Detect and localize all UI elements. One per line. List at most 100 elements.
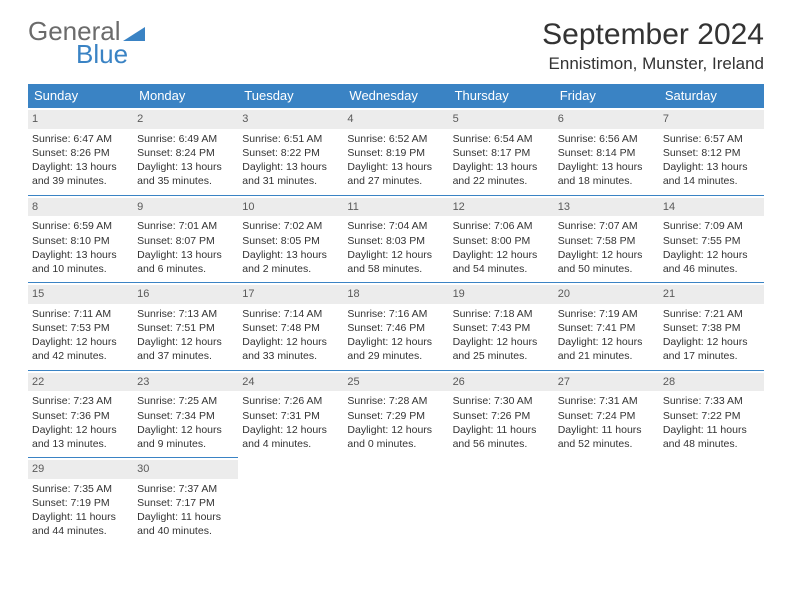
calendar-cell: 5Sunrise: 6:54 AMSunset: 8:17 PMDaylight…: [449, 107, 554, 195]
calendar-cell: 27Sunrise: 7:31 AMSunset: 7:24 PMDayligh…: [554, 370, 659, 458]
calendar-cell: 12Sunrise: 7:06 AMSunset: 8:00 PMDayligh…: [449, 195, 554, 283]
daylight-line1: Daylight: 12 hours: [137, 423, 234, 437]
sunrise-text: Sunrise: 6:59 AM: [32, 219, 129, 233]
sunrise-text: Sunrise: 6:57 AM: [663, 132, 760, 146]
sunset-text: Sunset: 8:19 PM: [347, 146, 444, 160]
calendar-cell: 16Sunrise: 7:13 AMSunset: 7:51 PMDayligh…: [133, 282, 238, 370]
daylight-line1: Daylight: 11 hours: [453, 423, 550, 437]
daylight-line1: Daylight: 13 hours: [137, 160, 234, 174]
sunrise-text: Sunrise: 7:13 AM: [137, 307, 234, 321]
daylight-line1: Daylight: 12 hours: [558, 335, 655, 349]
sunset-text: Sunset: 7:46 PM: [347, 321, 444, 335]
sunset-text: Sunset: 7:58 PM: [558, 234, 655, 248]
day-number: 22: [28, 373, 133, 392]
sunrise-text: Sunrise: 7:06 AM: [453, 219, 550, 233]
daylight-line1: Daylight: 12 hours: [32, 335, 129, 349]
location-text: Ennistimon, Munster, Ireland: [542, 54, 764, 74]
calendar-cell: [554, 457, 659, 545]
sunset-text: Sunset: 8:22 PM: [242, 146, 339, 160]
calendar-cell: 28Sunrise: 7:33 AMSunset: 7:22 PMDayligh…: [659, 370, 764, 458]
sunset-text: Sunset: 7:19 PM: [32, 496, 129, 510]
daylight-line1: Daylight: 12 hours: [347, 248, 444, 262]
sunrise-text: Sunrise: 7:01 AM: [137, 219, 234, 233]
calendar-cell: 1Sunrise: 6:47 AMSunset: 8:26 PMDaylight…: [28, 107, 133, 195]
daylight-line1: Daylight: 11 hours: [558, 423, 655, 437]
day-number: 28: [659, 373, 764, 392]
sunrise-text: Sunrise: 7:11 AM: [32, 307, 129, 321]
calendar-header-row: Sunday Monday Tuesday Wednesday Thursday…: [28, 84, 764, 107]
calendar-cell: 6Sunrise: 6:56 AMSunset: 8:14 PMDaylight…: [554, 107, 659, 195]
day-number: 12: [449, 198, 554, 217]
daylight-line1: Daylight: 13 hours: [663, 160, 760, 174]
calendar-cell: 14Sunrise: 7:09 AMSunset: 7:55 PMDayligh…: [659, 195, 764, 283]
title-block: September 2024 Ennistimon, Munster, Irel…: [542, 18, 764, 74]
day-number: 10: [238, 198, 343, 217]
sunrise-text: Sunrise: 7:26 AM: [242, 394, 339, 408]
daylight-line2: and 46 minutes.: [663, 262, 760, 276]
daylight-line1: Daylight: 11 hours: [32, 510, 129, 524]
day-number: 20: [554, 285, 659, 304]
sunset-text: Sunset: 7:31 PM: [242, 409, 339, 423]
sunrise-text: Sunrise: 6:54 AM: [453, 132, 550, 146]
calendar-cell: 4Sunrise: 6:52 AMSunset: 8:19 PMDaylight…: [343, 107, 448, 195]
sunset-text: Sunset: 8:24 PM: [137, 146, 234, 160]
calendar-cell: 13Sunrise: 7:07 AMSunset: 7:58 PMDayligh…: [554, 195, 659, 283]
daylight-line2: and 10 minutes.: [32, 262, 129, 276]
weekday-label: Saturday: [659, 84, 764, 107]
sunset-text: Sunset: 7:29 PM: [347, 409, 444, 423]
daylight-line2: and 27 minutes.: [347, 174, 444, 188]
day-number: 25: [343, 373, 448, 392]
day-number: 11: [343, 198, 448, 217]
weekday-label: Thursday: [449, 84, 554, 107]
daylight-line1: Daylight: 13 hours: [453, 160, 550, 174]
sunset-text: Sunset: 8:14 PM: [558, 146, 655, 160]
daylight-line2: and 6 minutes.: [137, 262, 234, 276]
logo: General Blue: [28, 18, 145, 68]
daylight-line1: Daylight: 13 hours: [347, 160, 444, 174]
daylight-line2: and 29 minutes.: [347, 349, 444, 363]
calendar-cell: 20Sunrise: 7:19 AMSunset: 7:41 PMDayligh…: [554, 282, 659, 370]
sunset-text: Sunset: 7:26 PM: [453, 409, 550, 423]
daylight-line2: and 14 minutes.: [663, 174, 760, 188]
daylight-line1: Daylight: 13 hours: [242, 248, 339, 262]
day-number: 2: [133, 110, 238, 129]
day-number: 4: [343, 110, 448, 129]
sunset-text: Sunset: 7:36 PM: [32, 409, 129, 423]
weekday-label: Monday: [133, 84, 238, 107]
daylight-line2: and 44 minutes.: [32, 524, 129, 538]
calendar-cell: 22Sunrise: 7:23 AMSunset: 7:36 PMDayligh…: [28, 370, 133, 458]
month-title: September 2024: [542, 18, 764, 52]
daylight-line2: and 0 minutes.: [347, 437, 444, 451]
day-number: 18: [343, 285, 448, 304]
sunset-text: Sunset: 7:51 PM: [137, 321, 234, 335]
calendar-cell: 17Sunrise: 7:14 AMSunset: 7:48 PMDayligh…: [238, 282, 343, 370]
weekday-label: Friday: [554, 84, 659, 107]
day-number: 3: [238, 110, 343, 129]
sunrise-text: Sunrise: 7:07 AM: [558, 219, 655, 233]
day-number: 9: [133, 198, 238, 217]
calendar-cell: 29Sunrise: 7:35 AMSunset: 7:19 PMDayligh…: [28, 457, 133, 545]
calendar-cell: 25Sunrise: 7:28 AMSunset: 7:29 PMDayligh…: [343, 370, 448, 458]
day-number: 5: [449, 110, 554, 129]
daylight-line2: and 22 minutes.: [453, 174, 550, 188]
daylight-line1: Daylight: 11 hours: [663, 423, 760, 437]
daylight-line2: and 25 minutes.: [453, 349, 550, 363]
daylight-line2: and 54 minutes.: [453, 262, 550, 276]
sunrise-text: Sunrise: 7:30 AM: [453, 394, 550, 408]
daylight-line1: Daylight: 12 hours: [558, 248, 655, 262]
daylight-line2: and 58 minutes.: [347, 262, 444, 276]
sunset-text: Sunset: 7:43 PM: [453, 321, 550, 335]
day-number: 27: [554, 373, 659, 392]
sunrise-text: Sunrise: 7:16 AM: [347, 307, 444, 321]
daylight-line2: and 21 minutes.: [558, 349, 655, 363]
calendar-cell: 18Sunrise: 7:16 AMSunset: 7:46 PMDayligh…: [343, 282, 448, 370]
calendar-cell: [343, 457, 448, 545]
daylight-line2: and 40 minutes.: [137, 524, 234, 538]
day-number: 19: [449, 285, 554, 304]
daylight-line1: Daylight: 12 hours: [242, 335, 339, 349]
calendar-cell: 26Sunrise: 7:30 AMSunset: 7:26 PMDayligh…: [449, 370, 554, 458]
daylight-line2: and 50 minutes.: [558, 262, 655, 276]
daylight-line1: Daylight: 12 hours: [347, 423, 444, 437]
weekday-label: Sunday: [28, 84, 133, 107]
day-number: 15: [28, 285, 133, 304]
